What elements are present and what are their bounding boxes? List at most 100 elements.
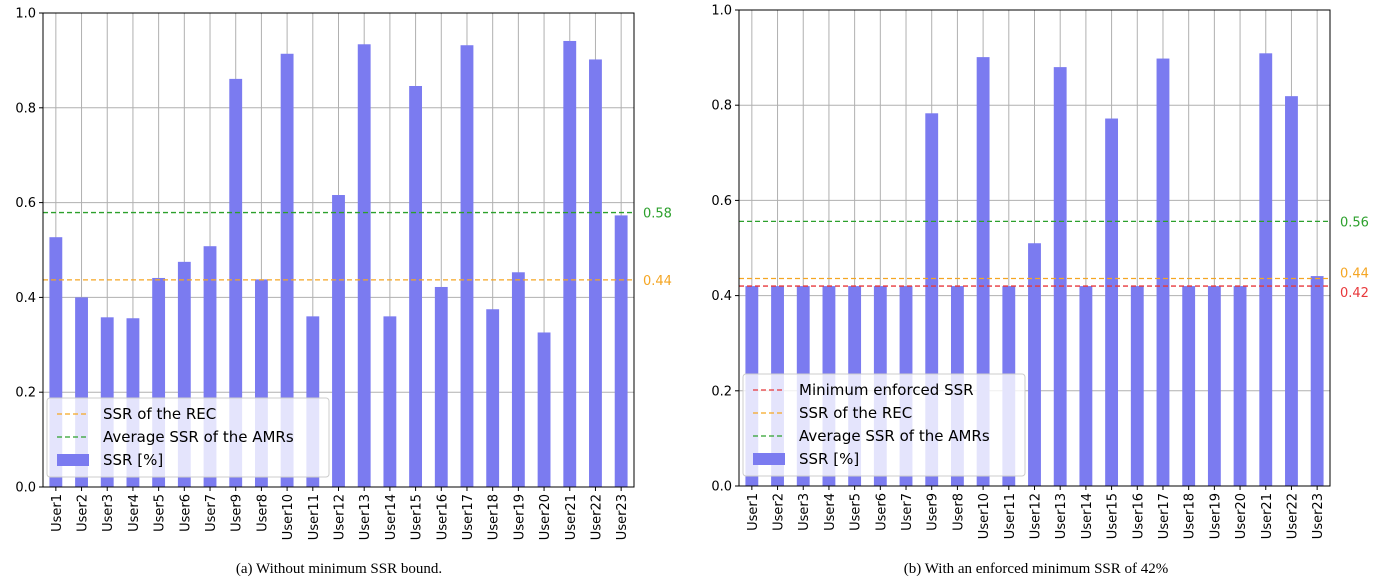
x-tick-label: User9	[230, 494, 245, 532]
bar	[537, 332, 551, 487]
y-tick-label: 0.6	[711, 194, 732, 209]
reference-line-label: 0.44	[643, 274, 672, 289]
x-tick-label: User1	[50, 494, 65, 532]
x-tick-label: User22	[589, 494, 604, 540]
y-tick-label: 0.4	[711, 289, 732, 304]
x-tick-label: User11	[307, 494, 322, 540]
y-tick-label: 0.0	[15, 481, 36, 496]
x-tick-label: User12	[333, 494, 348, 540]
bar	[614, 215, 628, 487]
panel-b: 0.42 0.44 0.56 0.0 0.2 0.4 0.6 0.8 1.0 User1 User2…	[711, 4, 1369, 540]
legend-bar-swatch	[57, 454, 89, 466]
reference-line-label: 0.42	[1340, 286, 1369, 301]
legend-label: SSR [%]	[799, 450, 859, 468]
legend-box	[742, 373, 1026, 477]
bar	[1182, 286, 1196, 486]
bar	[563, 40, 577, 487]
bar	[1079, 286, 1093, 486]
x-tick-label: User22	[1285, 493, 1300, 539]
x-tick-label: User3	[101, 494, 116, 532]
legend-label: SSR of the REC	[799, 404, 912, 422]
x-tick-label: User20	[1234, 493, 1249, 539]
x-tick-label: User17	[461, 494, 476, 540]
x-tick-label: User2	[76, 494, 91, 532]
x-tick-label: User23	[615, 494, 630, 540]
caption-a: (a) Without minimum SSR bound.	[236, 561, 442, 577]
x-tick-label: User2	[772, 493, 787, 531]
y-tick-label: 1.0	[15, 7, 36, 22]
bar	[1156, 58, 1170, 486]
x-tick-label: User16	[1131, 493, 1146, 539]
y-tick-label: 0.0	[711, 480, 732, 495]
legend-label: Average SSR of the AMRs	[103, 428, 294, 446]
x-tick-label: User19	[1208, 493, 1223, 539]
x-tick-label: User20	[538, 494, 553, 540]
x-tick-label: User8	[255, 494, 270, 532]
x-tick-label: User5	[849, 493, 864, 531]
x-tick-label: User8	[951, 493, 966, 531]
x-tick-label: User14	[1080, 493, 1095, 539]
x-tick-label: User13	[358, 494, 373, 540]
bar	[589, 59, 602, 488]
x-tick-label: User21	[1260, 493, 1275, 539]
x-tick-label: User17	[1157, 493, 1172, 539]
x-tick-label: User11	[1003, 493, 1018, 539]
bar	[511, 272, 525, 487]
x-tick-label: User16	[435, 494, 450, 540]
x-tick-label: User15	[1106, 493, 1121, 539]
bar	[383, 316, 397, 487]
bar	[1310, 276, 1324, 486]
x-tick-label: User23	[1311, 493, 1326, 539]
y-tick-label: 0.2	[711, 384, 732, 399]
x-tick-label: User3	[797, 493, 812, 531]
legend-label: SSR [%]	[103, 451, 163, 469]
legend-box	[46, 397, 330, 478]
x-tick-label: User6	[874, 493, 889, 531]
bar	[332, 195, 345, 488]
x-tick-label: User4	[127, 494, 142, 532]
panel-a: 0.44 0.58 0.0 0.2 0.4 0.6 0.8 1.0 User1 User2 User…	[15, 7, 672, 541]
bar	[357, 44, 371, 488]
x-tick-label: User15	[410, 494, 425, 540]
y-tick-label: 1.0	[711, 4, 732, 19]
x-tick-label: User7	[900, 493, 915, 531]
reference-line-label: 0.44	[1340, 266, 1369, 281]
x-tick-label: User5	[153, 494, 168, 532]
reference-line-label: 0.58	[643, 207, 672, 222]
bar	[460, 45, 474, 488]
bar	[1259, 53, 1273, 486]
reference-line-label: 0.56	[1340, 215, 1369, 230]
x-tick-label: User19	[512, 494, 527, 540]
caption-b: (b) With an enforced minimum SSR of 42%	[904, 561, 1169, 577]
bar	[1233, 286, 1247, 486]
bar	[229, 78, 243, 488]
x-tick-label: User13	[1054, 493, 1069, 539]
x-tick-label: User12	[1029, 493, 1044, 539]
legend-label: Minimum enforced SSR	[799, 381, 974, 399]
x-tick-label: User6	[178, 494, 193, 532]
bar	[486, 309, 500, 487]
bar	[1285, 96, 1298, 486]
bar	[1207, 286, 1221, 486]
bar	[1130, 286, 1144, 486]
bar	[1105, 118, 1119, 486]
legend-label: Average SSR of the AMRs	[799, 427, 990, 445]
x-tick-label: User18	[487, 494, 502, 540]
x-tick-label: User4	[823, 493, 838, 531]
x-tick-label: User10	[977, 493, 992, 539]
bar	[409, 85, 423, 487]
x-tick-label: User18	[1183, 493, 1198, 539]
x-tick-label: User10	[281, 494, 296, 540]
bar	[1028, 243, 1041, 486]
bar	[434, 286, 448, 487]
x-tick-label: User14	[384, 494, 399, 540]
legend-bar-swatch	[753, 453, 785, 465]
legend-label: SSR of the REC	[103, 405, 216, 423]
y-tick-label: 0.6	[15, 196, 36, 211]
y-tick-label: 0.8	[711, 99, 732, 114]
y-tick-label: 0.8	[15, 101, 36, 116]
x-tick-label: User21	[564, 494, 579, 540]
x-tick-label: User7	[204, 494, 219, 532]
y-tick-label: 0.4	[15, 291, 36, 306]
